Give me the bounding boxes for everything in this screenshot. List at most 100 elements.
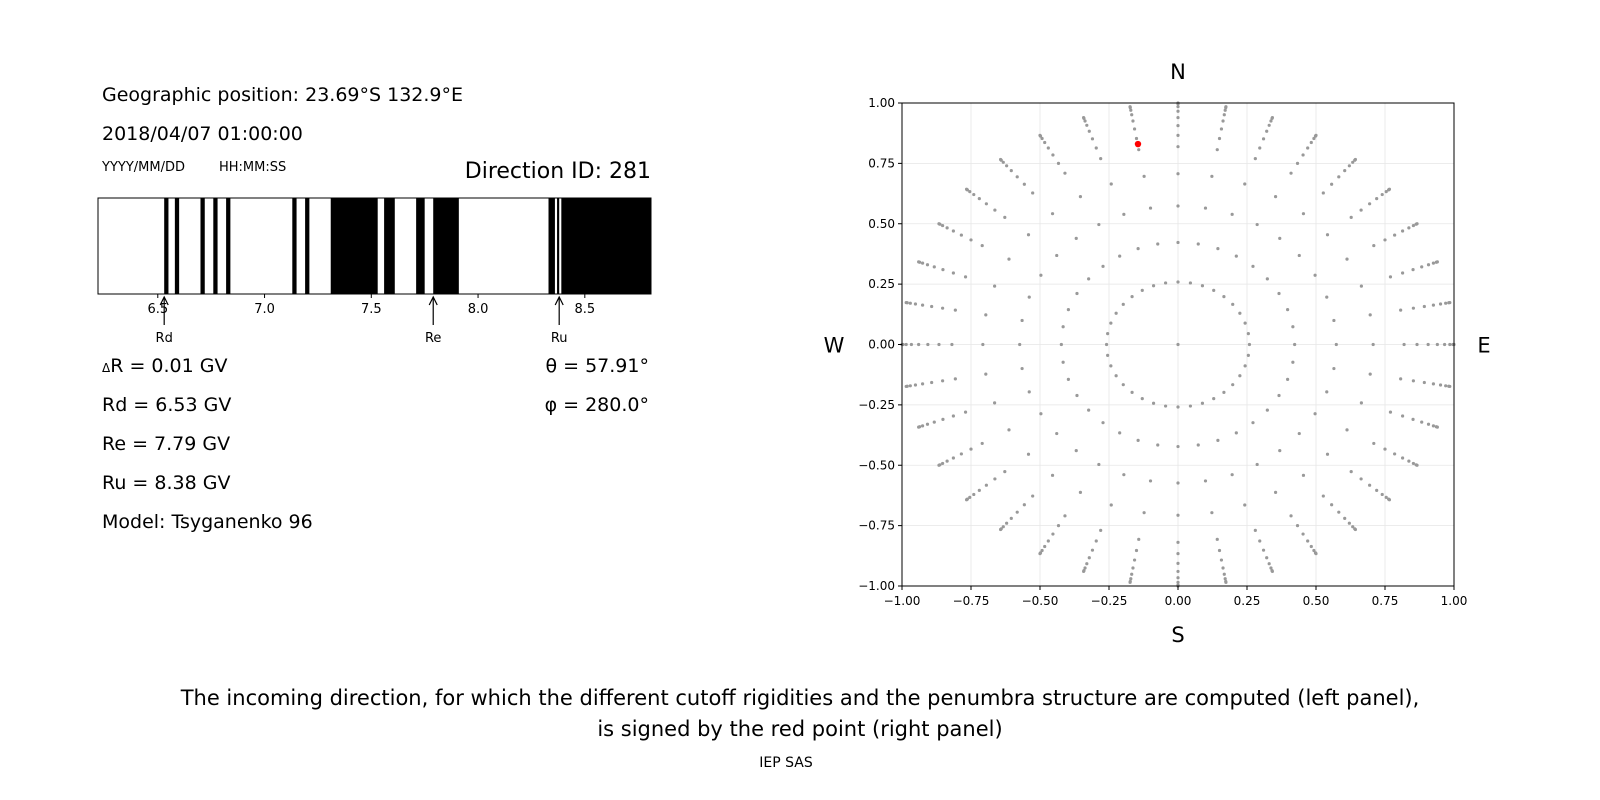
direction-point bbox=[1043, 140, 1047, 145]
direction-point bbox=[1306, 146, 1310, 150]
credit: IEP SAS bbox=[759, 755, 813, 771]
direction-point bbox=[1295, 524, 1300, 528]
marker-label-rd: Rd bbox=[156, 331, 173, 346]
x-tick-label: −0.50 bbox=[1022, 594, 1059, 608]
direction-point bbox=[1128, 105, 1132, 109]
direction-point bbox=[950, 342, 954, 347]
direction-point bbox=[1306, 539, 1310, 543]
direction-point bbox=[1380, 492, 1384, 497]
y-tick-label: 0.25 bbox=[868, 277, 895, 291]
direction-point bbox=[1031, 494, 1035, 498]
x-tick-label: 8.0 bbox=[468, 302, 489, 317]
direction-point bbox=[937, 342, 941, 347]
direction-point bbox=[1134, 136, 1139, 141]
direction-point bbox=[1435, 342, 1439, 347]
direction-point bbox=[1020, 366, 1024, 371]
caption-line-1: The incoming direction, for which the di… bbox=[180, 686, 1420, 710]
direction-point bbox=[1431, 261, 1436, 265]
y-tick-label: 0.00 bbox=[868, 338, 895, 352]
x-tick-label: 0.00 bbox=[1165, 594, 1192, 608]
direction-point bbox=[945, 459, 949, 463]
direction-point bbox=[1040, 548, 1044, 553]
direction-point bbox=[1401, 414, 1405, 418]
direction-point bbox=[1210, 174, 1214, 178]
direction-point bbox=[1176, 580, 1180, 584]
delta-r-value: ΔR = 0.01 GV bbox=[102, 355, 227, 377]
direction-point bbox=[1026, 452, 1031, 456]
direction-point bbox=[1253, 157, 1257, 161]
direction-point bbox=[926, 342, 930, 347]
direction-point bbox=[1255, 462, 1259, 467]
y-tick-label: 0.50 bbox=[868, 217, 895, 231]
direction-point bbox=[1221, 566, 1225, 570]
caption-line-2: is signed by the red point (right panel) bbox=[597, 717, 1003, 741]
direction-point bbox=[1015, 510, 1019, 514]
direction-point bbox=[964, 498, 969, 502]
direction-point bbox=[977, 197, 981, 201]
direction-point bbox=[1359, 401, 1363, 405]
direction-point bbox=[1359, 477, 1363, 481]
direction-point bbox=[1289, 171, 1293, 175]
direction-point bbox=[1289, 514, 1293, 518]
direction-point bbox=[1351, 525, 1355, 529]
direction-point bbox=[1415, 342, 1419, 347]
direction-scatter-chart: −1.00 −0.75 −0.50 −0.25 0.00 0.25 0.50 0.75 1.00… bbox=[824, 60, 1491, 647]
direction-point bbox=[1383, 447, 1387, 451]
direction-point bbox=[1251, 264, 1255, 268]
x-tick-label: −1.00 bbox=[884, 594, 921, 608]
forbidden-band bbox=[174, 198, 180, 294]
direction-point bbox=[1083, 566, 1087, 570]
direction-point bbox=[1176, 145, 1180, 149]
direction-point bbox=[1106, 332, 1110, 336]
direction-point bbox=[1230, 212, 1234, 216]
direction-point bbox=[1085, 562, 1089, 566]
direction-point bbox=[1163, 404, 1168, 408]
direction-point bbox=[1136, 246, 1140, 251]
direction-point bbox=[1448, 384, 1452, 389]
direction-point bbox=[1291, 325, 1295, 329]
direction-point bbox=[1231, 383, 1235, 387]
direction-point bbox=[1368, 372, 1372, 376]
direction-point bbox=[1082, 569, 1086, 574]
direction-point bbox=[1097, 462, 1101, 467]
direction-point bbox=[1176, 576, 1180, 580]
direction-point bbox=[930, 380, 934, 385]
direction-point bbox=[1313, 412, 1317, 416]
direction-point bbox=[1094, 539, 1098, 543]
direction-point bbox=[1309, 140, 1313, 145]
phi-value: φ = 280.0° bbox=[544, 394, 649, 416]
direction-point bbox=[1082, 115, 1086, 120]
marker-arrowhead bbox=[554, 295, 564, 306]
selected-direction-point bbox=[1134, 140, 1142, 148]
direction-point bbox=[1050, 212, 1055, 216]
direction-point bbox=[951, 456, 955, 460]
penumbra-chart: 6.5 7.0 7.5 8.0 8.5 Rd Re Ru bbox=[97, 197, 652, 346]
direction-point bbox=[1222, 390, 1226, 394]
direction-point bbox=[941, 461, 945, 466]
direction-point bbox=[1415, 463, 1419, 467]
direction-point bbox=[968, 495, 972, 499]
direction-point bbox=[1273, 195, 1278, 199]
marker-arrowhead bbox=[159, 295, 169, 306]
direction-point bbox=[1026, 233, 1031, 237]
direction-point bbox=[920, 261, 925, 265]
direction-point bbox=[1426, 342, 1430, 347]
direction-point bbox=[1278, 449, 1282, 453]
direction-point bbox=[1122, 473, 1126, 477]
direction-point bbox=[1066, 377, 1070, 382]
direction-point bbox=[951, 414, 955, 418]
direction-point bbox=[963, 275, 968, 279]
direction-point bbox=[908, 301, 912, 305]
x-tick-label: −0.25 bbox=[1091, 594, 1128, 608]
direction-point bbox=[1140, 288, 1144, 292]
direction-point bbox=[1442, 342, 1447, 347]
direction-point bbox=[1295, 161, 1300, 165]
direction-point bbox=[1267, 562, 1271, 566]
direction-point bbox=[937, 222, 941, 226]
direction-point bbox=[1148, 479, 1153, 483]
forbidden-band bbox=[384, 198, 395, 294]
direction-point bbox=[1200, 284, 1205, 288]
direction-point bbox=[1368, 202, 1372, 206]
direction-point bbox=[1027, 390, 1031, 394]
direction-point bbox=[925, 263, 930, 267]
